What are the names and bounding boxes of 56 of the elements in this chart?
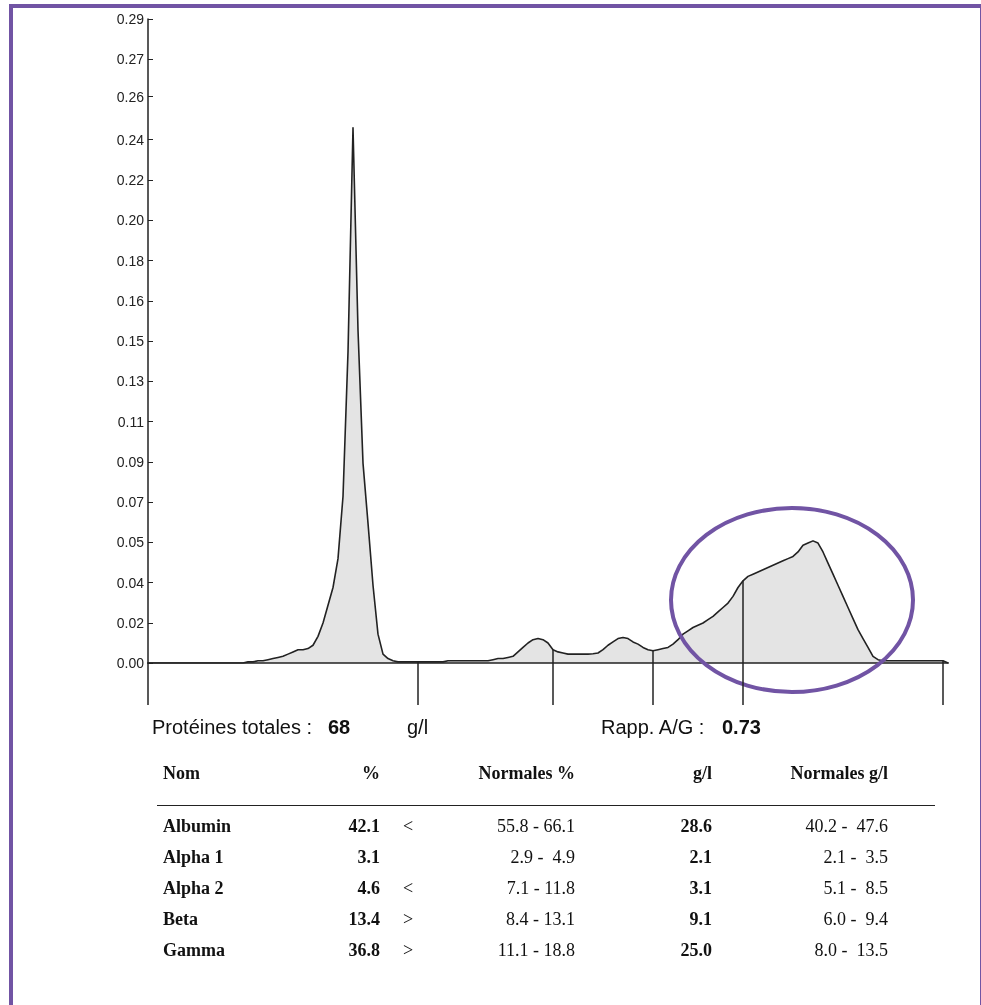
y-tick-label: 0.05 — [116, 534, 145, 551]
y-tick-label: 0.02 — [116, 614, 145, 631]
category-label: Alpha 1 — [163, 847, 224, 868]
y-tick-label: 0.29 — [116, 11, 145, 27]
text: 5.1 - 8.5 — [823, 878, 888, 899]
text: < — [403, 878, 414, 899]
y-tick-label: 0.22 — [116, 171, 145, 188]
y-tick-label: 0.04 — [116, 574, 145, 591]
data-label: 42.1 — [348, 816, 380, 837]
category-label: Alpha 2 — [163, 878, 224, 899]
text: % — [362, 763, 380, 784]
y-tick-label: 0.18 — [116, 252, 145, 269]
text: 2.1 - 3.5 — [823, 847, 888, 868]
y-tick-label: 0.26 — [116, 88, 145, 105]
data-label: 28.6 — [680, 816, 712, 837]
text: < — [403, 816, 414, 837]
text: Normales % — [478, 763, 575, 784]
data-label: 3.1 — [689, 878, 712, 899]
category-label: Beta — [163, 909, 198, 930]
y-tick-label: 0.13 — [116, 373, 145, 390]
y-tick-label: 0.20 — [116, 212, 145, 229]
y-tick-label: 0.00 — [116, 655, 145, 671]
text: 6.0 - 9.4 — [823, 909, 888, 930]
y-tick-label: 0.27 — [116, 51, 145, 68]
data-label: 4.6 — [357, 878, 380, 899]
text: 7.1 - 11.8 — [506, 878, 575, 899]
text: 68 — [328, 716, 351, 739]
text: 11.1 - 18.8 — [497, 940, 575, 961]
text: 8.0 - 13.5 — [814, 940, 888, 961]
data-label: 25.0 — [680, 940, 712, 961]
text: 8.4 - 13.1 — [506, 909, 575, 930]
text: 40.2 - 47.6 — [805, 816, 888, 837]
text: Nom — [163, 763, 200, 784]
category-label: Albumin — [163, 816, 232, 837]
category-label: Gamma — [163, 940, 225, 961]
data-label: 3.1 — [357, 847, 380, 868]
text: > — [403, 940, 414, 961]
y-tick-label: 0.15 — [116, 332, 145, 349]
text: g/l — [692, 763, 712, 784]
text: > — [403, 909, 414, 930]
text: 0.73 — [722, 716, 761, 739]
text: Protéines totales : — [152, 716, 313, 739]
data-label: 13.4 — [348, 909, 380, 930]
text: 2.9 - 4.9 — [510, 847, 575, 868]
text: Rapp. A/G : — [601, 716, 705, 739]
text: Normales g/l — [790, 763, 888, 784]
y-tick-label: 0.09 — [116, 453, 145, 470]
data-label: 9.1 — [689, 909, 712, 930]
text: 55.8 - 66.1 — [497, 816, 575, 837]
y-tick-label: 0.07 — [116, 494, 145, 511]
data-label: 36.8 — [348, 940, 380, 961]
legend-label: g/l — [407, 716, 429, 739]
data-label: 2.1 — [689, 847, 712, 868]
y-tick-label: 0.11 — [117, 413, 145, 430]
y-tick-label: 0.24 — [116, 131, 145, 148]
y-tick-label: 0.16 — [116, 292, 145, 309]
